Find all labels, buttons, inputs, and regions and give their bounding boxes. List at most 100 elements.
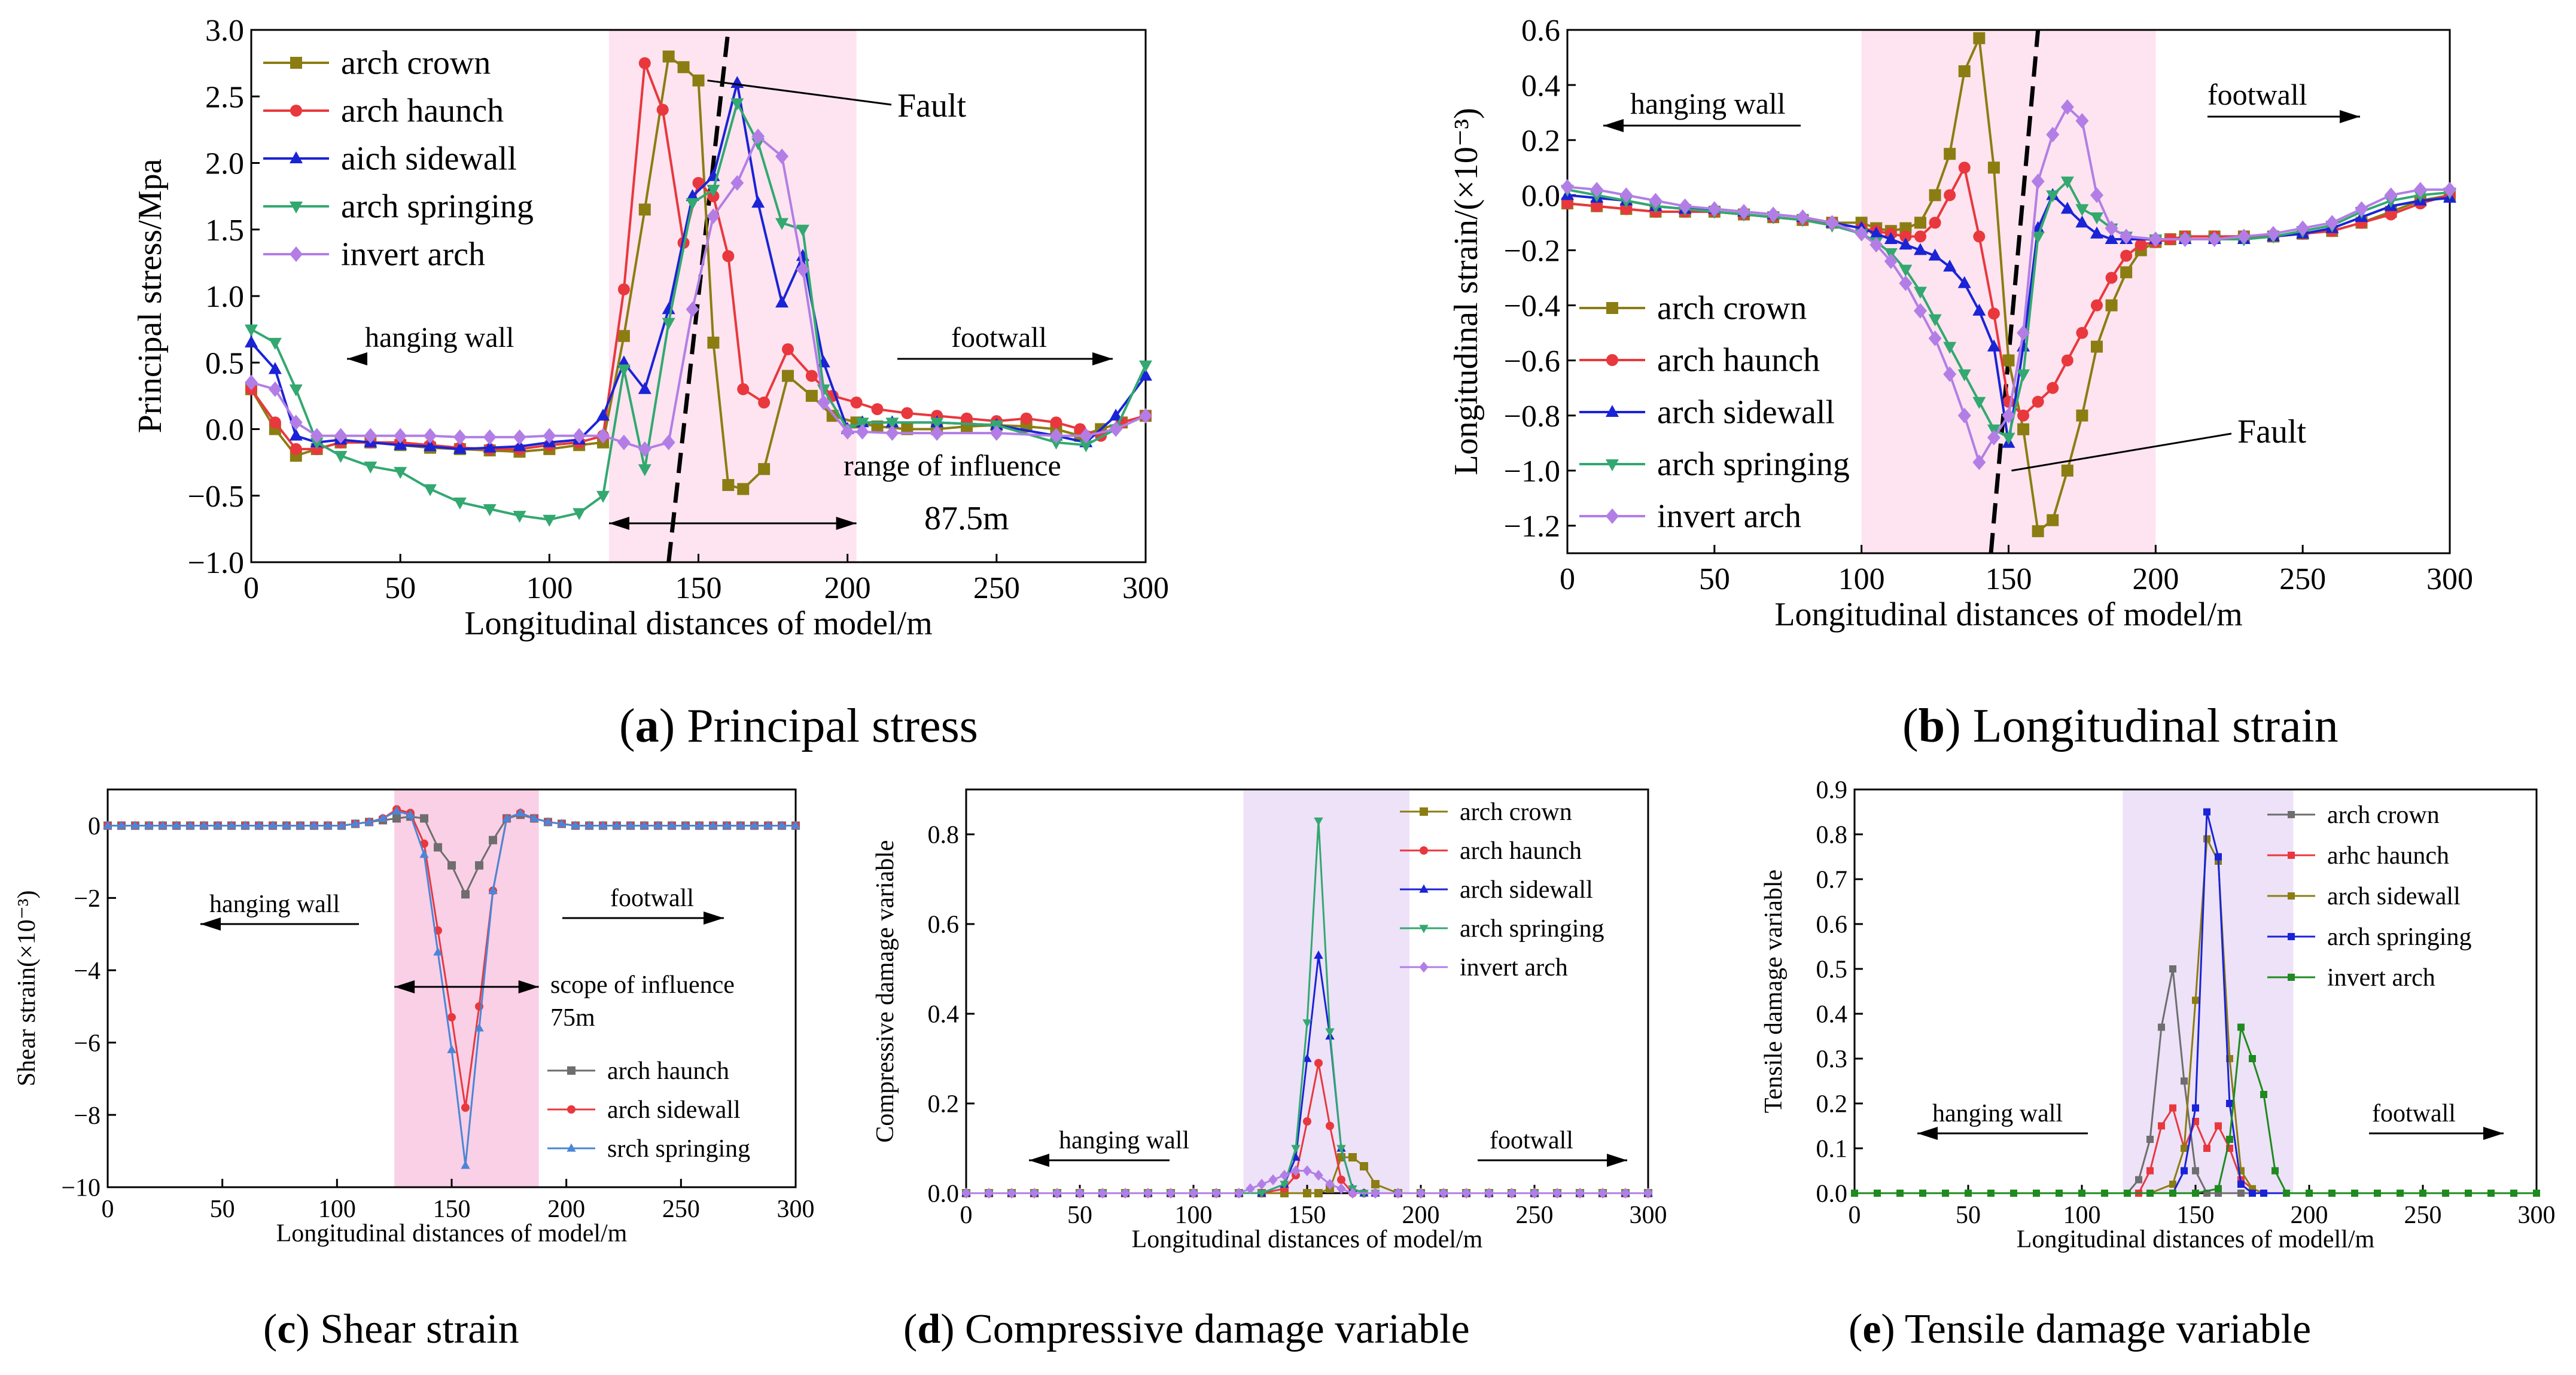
- data-point: [2002, 432, 2015, 445]
- x-tick-label: 250: [2404, 1202, 2442, 1229]
- data-point: [2260, 1190, 2267, 1197]
- data-point: [1139, 360, 1152, 373]
- data-point: [2510, 1190, 2517, 1197]
- data-point: [483, 504, 497, 516]
- data-point: [1257, 1190, 1266, 1199]
- legend-label: arch crown: [1460, 798, 1572, 826]
- data-point: [571, 821, 580, 830]
- data-point: [1899, 230, 1912, 243]
- y-tick-label: 0.0: [928, 1181, 960, 1208]
- y-tick-label: −1.0: [188, 546, 244, 580]
- series-arch-springing: [245, 98, 1152, 527]
- data-point: [2207, 231, 2221, 247]
- data-point: [2017, 325, 2030, 341]
- data-point: [791, 821, 800, 830]
- series-line: [1567, 179, 2450, 440]
- data-point: [2192, 1167, 2199, 1175]
- legend: arch haunch arch sidewall srch springing: [547, 1057, 750, 1163]
- data-point: [638, 464, 651, 477]
- data-point: [310, 437, 324, 450]
- data-point: [1020, 412, 1033, 425]
- data-point: [447, 861, 456, 870]
- data-point: [337, 821, 346, 830]
- data-point: [453, 497, 467, 510]
- data-point: [2288, 852, 2295, 859]
- data-point: [2226, 1100, 2233, 1107]
- data-point: [1899, 222, 1912, 234]
- data-point: [290, 202, 303, 214]
- hanging-wall-arrow-head: [1917, 1127, 1938, 1140]
- data-point: [1079, 440, 1093, 453]
- data-point: [289, 414, 303, 431]
- data-point: [1337, 1175, 1345, 1184]
- data-point: [901, 407, 914, 419]
- data-point: [692, 176, 705, 189]
- x-tick-label: 150: [1986, 562, 2032, 596]
- data-point: [282, 821, 291, 830]
- y-tick-label: 0.8: [1816, 822, 1848, 849]
- data-point: [1303, 1117, 1311, 1126]
- data-point: [2090, 226, 2103, 239]
- range-arrow-head: [836, 517, 857, 530]
- data-point: [961, 412, 973, 425]
- data-point: [489, 836, 497, 844]
- data-point: [406, 809, 415, 818]
- data-point: [2158, 1122, 2165, 1130]
- data-point: [351, 819, 360, 828]
- data-point: [2237, 1181, 2245, 1188]
- data-point: [144, 821, 154, 830]
- data-point: [640, 821, 649, 830]
- footwall-arrow-head: [2483, 1127, 2504, 1140]
- footwall-arrow: [562, 911, 724, 925]
- data-point: [290, 443, 302, 455]
- x-tick-label: 200: [2291, 1202, 2328, 1229]
- data-point: [268, 821, 278, 830]
- data-point: [1561, 197, 1573, 210]
- data-point: [420, 814, 428, 823]
- data-point: [707, 208, 720, 224]
- data-point: [2249, 1055, 2256, 1062]
- data-point: [751, 129, 765, 144]
- data-point: [1075, 1187, 1085, 1199]
- data-point: [1052, 1187, 1062, 1199]
- data-point: [2351, 1190, 2358, 1197]
- data-point: [2060, 176, 2074, 189]
- hanging-wall-arrow: [347, 352, 367, 365]
- data-point: [1419, 884, 1429, 893]
- series-invert-arch: [961, 1165, 1653, 1199]
- range-value: 75m: [550, 1004, 595, 1032]
- hanging-wall-arrow-head: [347, 352, 367, 365]
- data-point: [695, 821, 704, 830]
- data-point: [567, 1066, 576, 1075]
- range-arrow: [609, 517, 857, 530]
- data-point: [1007, 1187, 1016, 1199]
- data-point: [2031, 173, 2045, 190]
- y-tick-label: 3.0: [205, 14, 244, 48]
- data-point: [447, 1044, 456, 1053]
- data-point: [1957, 369, 1971, 382]
- data-point: [1439, 1187, 1448, 1199]
- data-point: [290, 105, 302, 117]
- data-point: [2146, 1190, 2154, 1197]
- data-point: [662, 434, 675, 450]
- data-point: [2249, 1190, 2256, 1197]
- data-point: [1649, 193, 1662, 209]
- data-point: [2101, 1190, 2108, 1197]
- data-point: [2135, 239, 2147, 251]
- footwall-label: footwall: [951, 322, 1047, 353]
- y-tick-label: 0.4: [1521, 69, 1560, 103]
- y-axis-label: Principal stress/Mpa: [132, 158, 169, 433]
- data-point: [2271, 1167, 2279, 1175]
- data-point: [2237, 1023, 2245, 1031]
- series-invert-arch: [245, 129, 1152, 457]
- data-point: [394, 438, 407, 450]
- data-point: [2288, 933, 2295, 940]
- data-point: [529, 813, 539, 822]
- data-point: [310, 428, 324, 444]
- chart-d: 0 50 100 150 200 250 300 0.0 0.2 0.4 0.6 0.8 Longitu…: [872, 788, 1667, 1352]
- x-tick-label: 150: [433, 1196, 471, 1223]
- data-point: [871, 403, 884, 416]
- data-point: [290, 151, 303, 163]
- data-point: [2288, 974, 2295, 981]
